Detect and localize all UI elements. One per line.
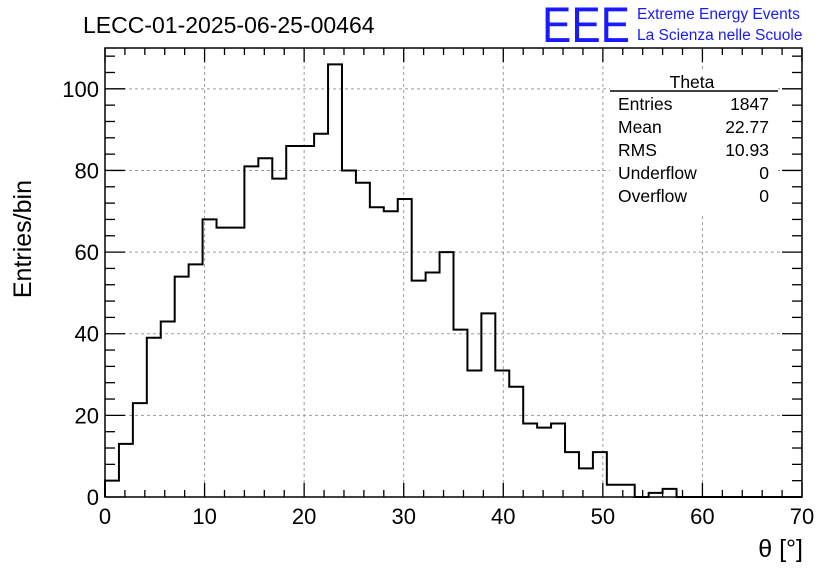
x-tick-label: 50	[591, 504, 615, 529]
stats-value-mean: 22.77	[725, 117, 769, 137]
y-tick-label: 20	[75, 403, 99, 428]
plot-frame	[104, 47, 803, 498]
x-axis-title: θ [°]	[758, 535, 803, 563]
y-tick-labels: 0 20 40 60 80 100	[62, 77, 99, 510]
y-tick-label: 40	[75, 322, 99, 347]
eee-logo-line2: La Scienza nelle Scuole	[637, 27, 802, 44]
x-tick-label: 60	[690, 504, 714, 529]
y-axis-title: Entries/bin	[9, 180, 37, 298]
y-tick-label: 60	[75, 240, 99, 265]
y-tick-label: 0	[87, 485, 99, 510]
y-tick-label: 100	[62, 77, 99, 102]
stats-label-entries: Entries	[618, 94, 673, 114]
axis-ticks	[104, 48, 803, 498]
eee-logo-letters: EEE	[542, 0, 630, 53]
stats-label-mean: Mean	[618, 117, 662, 137]
x-tick-label: 70	[790, 504, 814, 529]
x-tick-label: 0	[99, 504, 111, 529]
stats-box-name: Theta	[670, 72, 715, 92]
y-tick-label: 80	[75, 158, 99, 183]
x-tick-label: 10	[192, 504, 216, 529]
x-tick-label: 40	[491, 504, 515, 529]
stats-value-entries: 1847	[730, 94, 769, 114]
eee-logo: EEE Extreme Energy Events La Scienza nel…	[542, 0, 802, 53]
stats-label-rms: RMS	[618, 140, 657, 160]
x-tick-label: 30	[391, 504, 415, 529]
x-tick-labels: 0 10 20 30 40 50 60 70	[99, 504, 814, 529]
stats-value-overflow: 0	[759, 186, 769, 206]
stats-label-underflow: Underflow	[618, 163, 697, 183]
eee-logo-line1: Extreme Energy Events	[637, 6, 800, 23]
stats-label-overflow: Overflow	[618, 186, 687, 206]
stats-value-rms: 10.93	[725, 140, 769, 160]
stats-value-underflow: 0	[759, 163, 769, 183]
stats-box: Theta Entries 1847 Mean 22.77 RMS 10.93 …	[610, 72, 778, 214]
chart-title: LECC-01-2025-06-25-00464	[83, 12, 375, 38]
x-tick-label: 20	[292, 504, 316, 529]
stats-box-background	[610, 72, 778, 214]
